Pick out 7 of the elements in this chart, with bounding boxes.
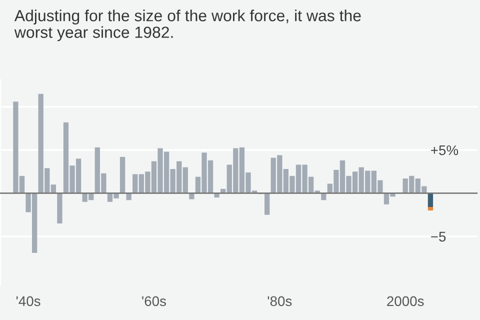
x-tick-label: '80s xyxy=(268,296,292,306)
y-tick-label: −5 xyxy=(431,232,446,242)
chart-title: Adjusting for the size of the work force, it was the worst year since 1982. xyxy=(14,10,361,42)
x-tick-label: '60s xyxy=(142,296,166,306)
x-tick-label: 2000s xyxy=(387,296,424,306)
x-tick-label: '40s xyxy=(16,296,40,306)
y-tick-label: +5% xyxy=(431,145,458,156)
